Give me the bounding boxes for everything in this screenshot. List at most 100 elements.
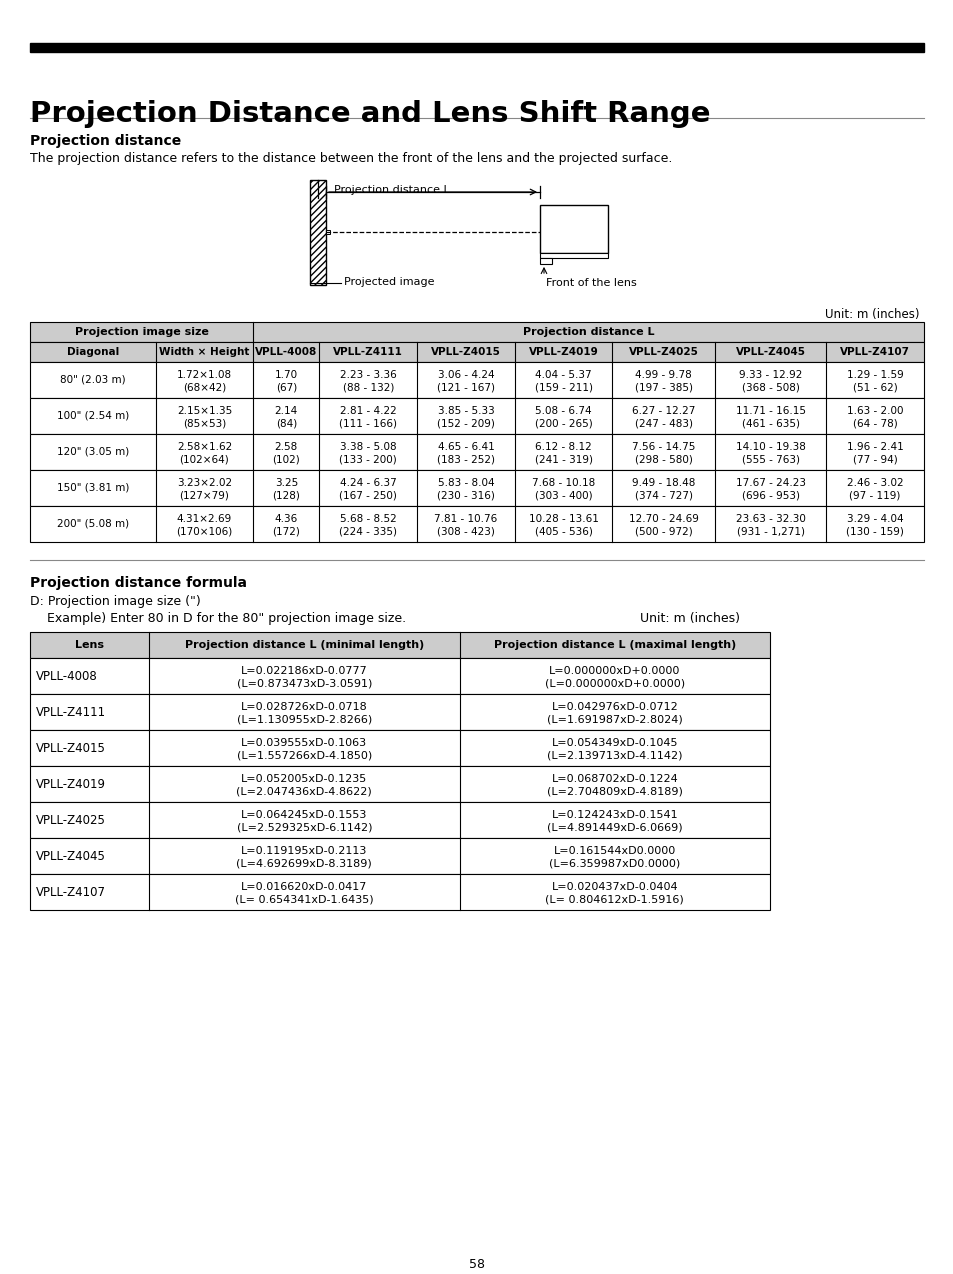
Text: Front of the lens: Front of the lens [545,278,636,288]
Text: Diagonal: Diagonal [67,347,119,357]
Text: 9.33 - 12.92: 9.33 - 12.92 [738,369,801,380]
Text: (555 - 763): (555 - 763) [740,455,799,465]
Text: VPLL-Z4025: VPLL-Z4025 [628,347,698,357]
Text: (127×79): (127×79) [179,490,229,501]
Text: 3.29 - 4.04: 3.29 - 4.04 [846,513,902,524]
Bar [30,397,923,434]
Text: (67): (67) [275,383,296,392]
Bar [539,259,552,264]
Text: 2.58×1.62: 2.58×1.62 [176,442,232,452]
Text: 3.85 - 5.33: 3.85 - 5.33 [437,406,494,417]
Bar [30,434,923,470]
Text: (L=6.359987xD0.0000): (L=6.359987xD0.0000) [549,859,679,869]
Text: 1.96 - 2.41: 1.96 - 2.41 [846,442,902,452]
Text: 4.04 - 5.37: 4.04 - 5.37 [535,369,591,380]
Text: 6.12 - 8.12: 6.12 - 8.12 [535,442,592,452]
Text: 2.58: 2.58 [274,442,297,452]
Text: (247 - 483): (247 - 483) [634,419,692,429]
Text: (L=4.891449xD-6.0669): (L=4.891449xD-6.0669) [546,823,681,833]
Text: Width × Height: Width × Height [159,347,250,357]
Text: VPLL-4008: VPLL-4008 [36,670,97,683]
Text: 9.49 - 18.48: 9.49 - 18.48 [631,478,695,488]
Text: (308 - 423): (308 - 423) [436,527,495,538]
Text: 3.06 - 4.24: 3.06 - 4.24 [437,369,494,380]
Text: (102×64): (102×64) [179,455,229,465]
Text: 7.81 - 10.76: 7.81 - 10.76 [434,513,497,524]
Text: Projection distance L: Projection distance L [522,327,654,338]
Bar [30,874,769,910]
Bar [30,803,769,838]
Bar [30,730,769,766]
Text: 120" (3.05 m): 120" (3.05 m) [56,447,129,457]
Text: VPLL-Z4019: VPLL-Z4019 [36,777,106,790]
Text: L=0.028726xD-0.0718: L=0.028726xD-0.0718 [241,702,367,712]
Text: 11.71 - 16.15: 11.71 - 16.15 [735,406,804,417]
Text: (102): (102) [273,455,300,465]
Text: Example) Enter 80 in D for the 80" projection image size.: Example) Enter 80 in D for the 80" proje… [47,612,406,626]
Text: (88 - 132): (88 - 132) [342,383,394,392]
Text: L=0.161544xD0.0000: L=0.161544xD0.0000 [553,846,675,856]
Bar [30,43,923,52]
Text: (303 - 400): (303 - 400) [535,490,592,501]
Text: 100" (2.54 m): 100" (2.54 m) [56,412,129,420]
Text: VPLL-Z4015: VPLL-Z4015 [431,347,500,357]
Text: (172): (172) [273,527,300,538]
Text: Projected image: Projected image [344,276,434,287]
Text: (85×53): (85×53) [183,419,226,429]
Text: (183 - 252): (183 - 252) [436,455,495,465]
Text: Projection Distance and Lens Shift Range: Projection Distance and Lens Shift Range [30,99,710,127]
Text: 23.63 - 32.30: 23.63 - 32.30 [735,513,804,524]
Text: D: Projection image size ("): D: Projection image size (") [30,595,200,608]
Text: Unit: m (inches): Unit: m (inches) [639,612,740,626]
Text: 7.56 - 14.75: 7.56 - 14.75 [631,442,695,452]
Text: VPLL-Z4107: VPLL-Z4107 [840,347,909,357]
Bar [30,657,769,694]
Text: 3.38 - 5.08: 3.38 - 5.08 [339,442,396,452]
Text: 12.70 - 24.69: 12.70 - 24.69 [628,513,698,524]
Text: (500 - 972): (500 - 972) [634,527,692,538]
Text: (97 - 119): (97 - 119) [848,490,900,501]
Text: (L=4.692699xD-8.3189): (L=4.692699xD-8.3189) [236,859,372,869]
Text: (L=1.691987xD-2.8024): (L=1.691987xD-2.8024) [546,715,682,725]
Text: (L=1.130955xD-2.8266): (L=1.130955xD-2.8266) [236,715,372,725]
Text: L=0.039555xD-0.1063: L=0.039555xD-0.1063 [241,738,367,748]
Text: Projection distance L (minimal length): Projection distance L (minimal length) [185,640,423,650]
Text: (696 - 953): (696 - 953) [740,490,799,501]
Bar [30,322,923,341]
Text: VPLL-4008: VPLL-4008 [255,347,317,357]
Text: L=0.020437xD-0.0404: L=0.020437xD-0.0404 [551,882,678,892]
Text: 150" (3.81 m): 150" (3.81 m) [56,483,129,493]
Text: 2.15×1.35: 2.15×1.35 [176,406,232,417]
Text: (170×106): (170×106) [176,527,233,538]
Text: L=0.068702xD-0.1224: L=0.068702xD-0.1224 [551,775,678,784]
Text: (51 - 62): (51 - 62) [852,383,897,392]
Bar [30,506,923,541]
Text: L=0.022186xD-0.0777: L=0.022186xD-0.0777 [241,666,367,676]
Text: L=0.054349xD-0.1045: L=0.054349xD-0.1045 [551,738,678,748]
Text: (L= 0.804612xD-1.5916): (L= 0.804612xD-1.5916) [545,896,683,905]
Text: Projection distance L: Projection distance L [334,185,449,195]
Text: L=0.000000xD+0.0000: L=0.000000xD+0.0000 [549,666,679,676]
Bar [30,694,769,730]
Text: 2.81 - 4.22: 2.81 - 4.22 [339,406,396,417]
Text: 200" (5.08 m): 200" (5.08 m) [56,519,129,529]
Text: (241 - 319): (241 - 319) [534,455,592,465]
Text: (200 - 265): (200 - 265) [535,419,592,429]
Text: (159 - 211): (159 - 211) [534,383,592,392]
Text: L=0.064245xD-0.1553: L=0.064245xD-0.1553 [241,810,367,820]
Text: 1.70: 1.70 [274,369,297,380]
Text: (77 - 94): (77 - 94) [852,455,897,465]
Text: (130 - 159): (130 - 159) [845,527,903,538]
Text: (L= 0.654341xD-1.6435): (L= 0.654341xD-1.6435) [234,896,374,905]
Text: VPLL-Z4015: VPLL-Z4015 [36,741,106,754]
Bar [30,838,769,874]
Text: 4.99 - 9.78: 4.99 - 9.78 [635,369,691,380]
Bar [326,231,330,234]
Bar [30,470,923,506]
Text: (111 - 166): (111 - 166) [339,419,396,429]
Text: 10.28 - 13.61: 10.28 - 13.61 [528,513,598,524]
Text: (368 - 508): (368 - 508) [740,383,799,392]
Text: Unit: m (inches): Unit: m (inches) [824,308,919,321]
Bar [30,341,923,362]
Text: Projection image size: Projection image size [74,327,209,338]
